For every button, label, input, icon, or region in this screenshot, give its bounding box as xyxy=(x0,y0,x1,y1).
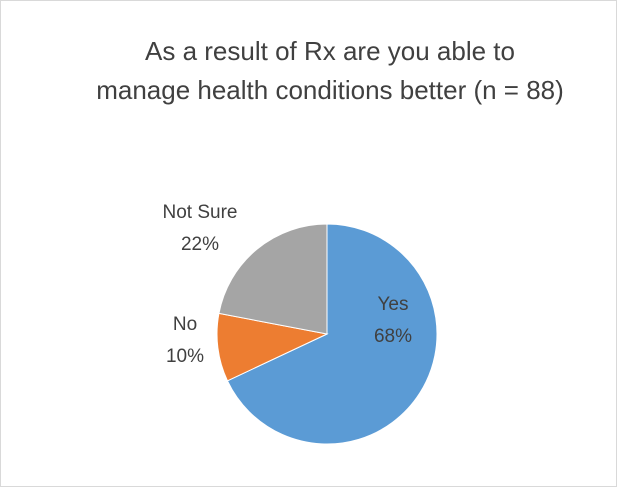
pie-slice xyxy=(226,223,438,445)
slice-category-label: Yes xyxy=(378,294,409,315)
slice-value-label: 22% xyxy=(181,234,219,255)
pie-slice xyxy=(218,223,328,335)
slice-category-label: Not Sure xyxy=(163,202,238,223)
slice-category-label: No xyxy=(173,314,197,335)
slice-value-label: 10% xyxy=(166,346,204,367)
chart-title: As a result of Rx are you able to manage… xyxy=(96,36,564,105)
slice-value-label: 68% xyxy=(374,326,412,347)
